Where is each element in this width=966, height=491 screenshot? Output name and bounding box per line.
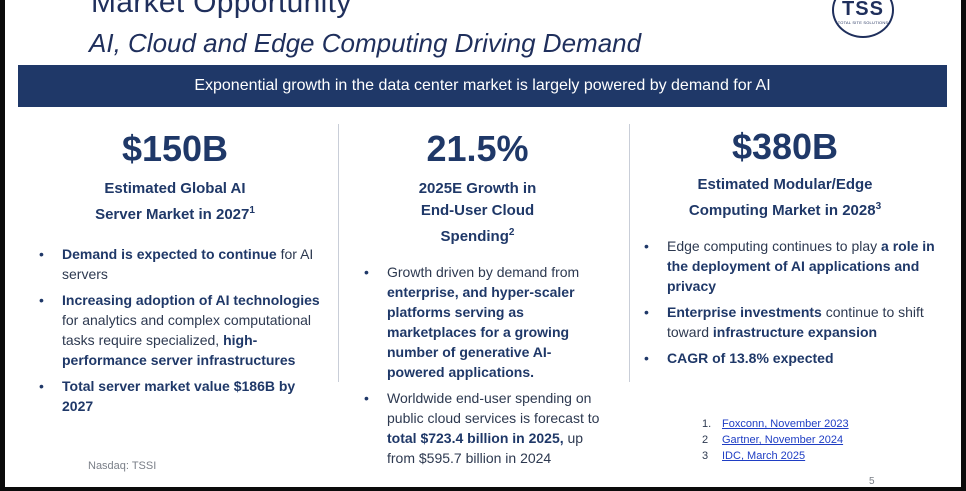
column-cloud-spending: 21.5% 2025E Growth in End-User Cloud Spe… [360,128,600,474]
heading-line: Estimated Global AI [104,180,246,197]
footnote-number: 3 [702,450,709,462]
bullet-text: for analytics and complex computational … [62,312,312,348]
heading-line: Spending2 [355,222,600,248]
footnote-item: 2 Gartner, November 2024 [702,432,849,448]
footnote-link[interactable]: IDC, March 2025 [722,450,806,462]
footnote-link[interactable]: Gartner, November 2024 [722,434,844,446]
column-edge-market: $380B Estimated Modular/Edge Computing M… [640,126,950,374]
slide-subtitle: AI, Cloud and Edge Computing Driving Dem… [89,28,642,58]
footnote-ref: 3 [875,201,882,212]
bullet-item: Edge computing continues to play a role … [640,236,950,296]
bullet-emphasis: total $723.4 billion in 2025, [387,430,564,446]
bullet-emphasis: CAGR of 13.8% expected [667,350,834,366]
footnote-ref: 1 [249,205,255,216]
footnote-number: 2 [702,434,709,446]
column-divider-1 [338,124,339,382]
bullet-emphasis: infrastructure expansion [712,324,878,340]
stat-value: 21.5% [426,128,529,169]
footnote-item: 1. Foxconn, November 2023 [702,416,849,432]
bullet-text: Growth driven by demand from [387,264,580,280]
stat-value: $150B [121,128,229,169]
logo-tagline: TOTAL SITE SOLUTIONS [837,20,889,25]
bullet-emphasis: a role in the deployment of AI applicati… [667,238,935,294]
bullet-item: Growth driven by demand from enterprise,… [360,262,600,382]
bullet-text: for AI servers [62,246,314,282]
bullet-item: Increasing adoption of AI technologies f… [35,290,325,370]
bullet-text: up from $595.7 billion in 2024 [387,430,584,466]
stat-heading: 2025E Growth in End-User Cloud Spending2 [355,178,600,248]
bullet-item: Enterprise investments continue to shift… [640,302,950,342]
stat-heading: Estimated Global AI Server Market in 202… [25,178,325,226]
heading-line: 2025E Growth in [418,180,537,197]
heading-line: Estimated Modular/Edge [697,176,873,193]
company-logo: TSS TOTAL SITE SOLUTIONS [832,0,894,38]
heading-line: Server Market in 20271 [25,200,325,226]
heading-text: Spending [440,228,509,245]
footnote-link[interactable]: Foxconn, November 2023 [722,418,849,430]
source-label: Nasdaq: TSSI [88,460,157,472]
logo-text: TSS [842,0,884,20]
banner-text: Exponential growth in the data center ma… [194,77,771,94]
footnotes: 1. Foxconn, November 2023 2 Gartner, Novem… [702,416,849,464]
footnote-number: 1. [702,418,712,430]
slide: Market Opportunity AI, Cloud and Edge Co… [5,0,961,487]
heading-text: Server Market in 2027 [95,206,250,223]
bullet-text: continue to shift toward [667,304,924,340]
bullet-text: Edge computing continues to play [667,238,882,254]
bullet-text: Worldwide end-user spending on public cl… [387,390,600,426]
banner: Exponential growth in the data center ma… [18,65,947,107]
bullet-emphasis: high-performance server infrastructures [62,332,296,368]
bullet-list: Demand is expected to continue for AI se… [35,244,325,416]
stat-heading: Estimated Modular/Edge Computing Market … [620,174,950,222]
slide-title: Market Opportunity [91,0,352,19]
heading-line: Computing Market in 20283 [620,196,950,222]
bullet-list: Edge computing continues to play a role … [640,236,950,368]
bullet-item: CAGR of 13.8% expected [640,348,950,368]
heading-text: Computing Market in 2028 [688,202,876,219]
bullet-emphasis: Total server market value $186B by 2027 [62,378,296,414]
bullet-list: Growth driven by demand from enterprise,… [360,262,600,468]
bullet-emphasis: Enterprise investments [667,304,822,320]
bullet-item: Total server market value $186B by 2027 [35,376,325,416]
bullet-item: Demand is expected to continue for AI se… [35,244,325,284]
bullet-emphasis: Demand is expected to continue [62,246,277,262]
column-server-market: $150B Estimated Global AI Server Market … [35,128,325,422]
column-divider-2 [629,124,630,382]
footnote-item: 3 IDC, March 2025 [702,448,849,464]
bullet-emphasis: enterprise, and hyper-scaler platforms s… [387,284,575,380]
bullet-item: Worldwide end-user spending on public cl… [360,388,600,468]
bullet-emphasis: Increasing adoption of AI technologies [62,292,320,308]
stat-value: $380B [731,126,839,167]
heading-line: End-User Cloud [420,202,535,219]
footnote-ref: 2 [508,227,515,238]
page-number: 5 [869,476,875,487]
